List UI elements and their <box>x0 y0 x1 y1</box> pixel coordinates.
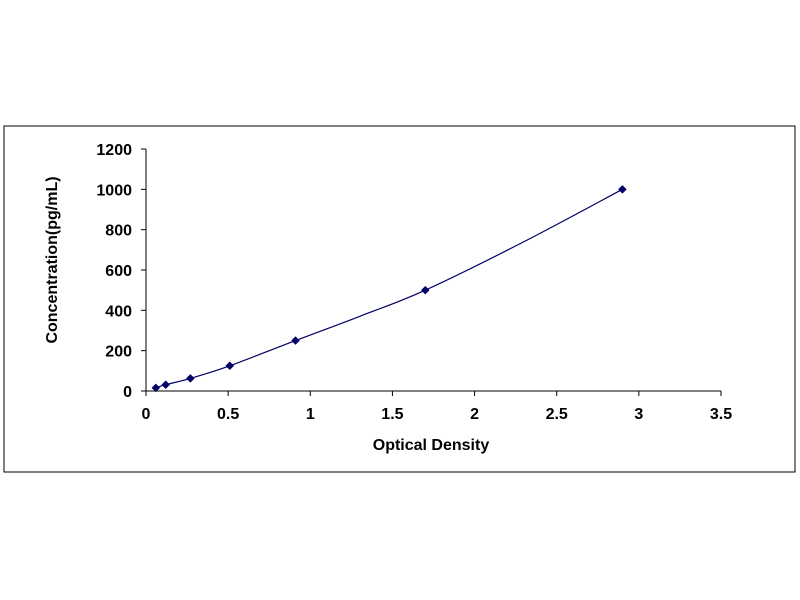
x-tick-label: 0.5 <box>217 406 239 423</box>
y-tick-label: 1200 <box>96 142 132 159</box>
x-axis-title: Optical Density <box>373 437 490 454</box>
y-tick-label: 200 <box>105 344 132 361</box>
y-tick-label: 1000 <box>96 182 132 199</box>
y-tick-label: 0 <box>123 384 132 401</box>
x-tick-label: 3 <box>634 406 643 423</box>
x-tick-label: 0 <box>142 406 151 423</box>
y-axis-ticks: 0 200 400 600 800 1000 1200 <box>96 142 146 401</box>
x-tick-label: 1 <box>306 406 315 423</box>
x-tick-label: 2.5 <box>546 406 568 423</box>
data-point-marker <box>186 374 195 383</box>
fit-curve-line <box>155 188 623 389</box>
x-tick-label: 3.5 <box>710 406 732 423</box>
data-points-layer <box>151 184 627 393</box>
y-tick-label: 600 <box>105 263 132 280</box>
data-point-marker <box>420 285 430 295</box>
fit-curve-layer <box>155 188 623 389</box>
data-point-marker <box>225 361 235 371</box>
data-point-marker <box>151 383 161 393</box>
data-point-marker <box>161 380 171 390</box>
y-tick-label: 800 <box>105 223 132 240</box>
y-axis-title: Concentration(pg/mL) <box>44 176 61 343</box>
x-tick-label: 1.5 <box>381 406 403 423</box>
y-tick-label: 400 <box>105 303 132 320</box>
data-point-marker <box>291 336 300 345</box>
data-point-marker <box>618 184 627 194</box>
chart-frame <box>3 125 796 473</box>
x-tick-label: 2 <box>470 406 479 423</box>
x-axis-ticks: 0 0.5 1 1.5 2 2.5 3 3.5 <box>142 391 732 423</box>
